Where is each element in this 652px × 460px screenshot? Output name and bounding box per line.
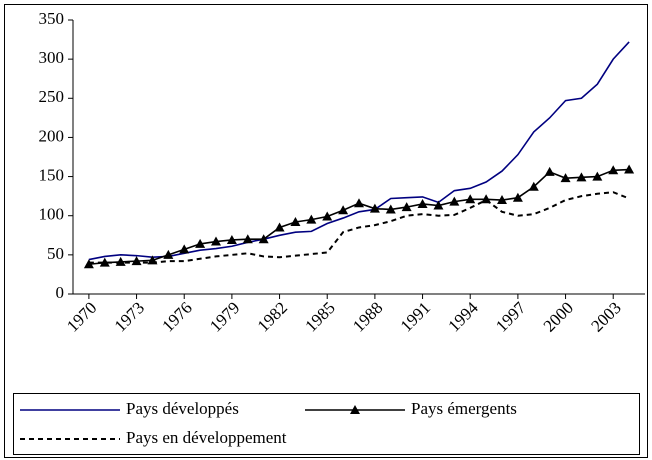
marker [497, 195, 507, 205]
y-tick-label: 0 [56, 283, 65, 302]
x-tick-label: 1973 [111, 298, 148, 335]
x-tick-label: 1991 [397, 298, 434, 335]
marker [512, 192, 523, 202]
marker [608, 165, 619, 175]
legend-marker [350, 405, 360, 414]
marker [242, 234, 253, 244]
marker [338, 205, 349, 215]
y-tick-label: 200 [39, 126, 65, 145]
marker [401, 202, 412, 212]
marker [624, 164, 635, 174]
marker [433, 200, 444, 210]
marker [258, 234, 269, 244]
x-tick-label: 1970 [63, 298, 100, 335]
x-tick-label: 1994 [444, 298, 482, 336]
y-tick-label: 50 [47, 244, 64, 263]
y-tick-label: 300 [39, 48, 65, 67]
marker [576, 172, 587, 182]
y-tick-label: 350 [39, 9, 65, 28]
x-tick-label: 1988 [349, 298, 386, 335]
marker [179, 244, 190, 254]
x-tick-label: 1985 [301, 298, 338, 335]
marker [83, 259, 94, 269]
marker [449, 196, 460, 206]
x-tick-label: 1979 [206, 298, 243, 335]
marker [369, 203, 380, 213]
marker [306, 214, 317, 224]
marker [544, 166, 555, 176]
marker [322, 211, 333, 221]
y-tick-label: 250 [39, 87, 65, 106]
chart-frame [4, 4, 648, 458]
series-line [88, 191, 630, 264]
series-line [88, 168, 630, 266]
marker [163, 249, 174, 259]
x-tick-label: 1997 [492, 298, 530, 336]
x-tick-label: 2003 [587, 298, 624, 335]
legend-label: Pays émergents [411, 399, 517, 418]
legend-label: Pays développés [126, 399, 239, 418]
marker [560, 173, 571, 183]
marker [592, 171, 603, 181]
x-tick-label: 2000 [540, 298, 577, 335]
marker [195, 238, 206, 248]
legend-label: Pays en développement [126, 428, 287, 447]
marker [274, 222, 285, 232]
marker [465, 194, 476, 204]
marker [354, 198, 364, 208]
marker [385, 204, 396, 214]
legend-box [13, 393, 640, 455]
marker [226, 234, 237, 244]
marker [528, 181, 539, 191]
y-tick-label: 150 [39, 165, 65, 184]
y-tick-label: 100 [39, 205, 65, 224]
marker [211, 236, 221, 246]
x-tick-label: 1976 [158, 298, 195, 335]
marker [290, 216, 301, 226]
series-line [88, 41, 630, 261]
marker [99, 257, 110, 267]
x-tick-label: 1982 [254, 298, 291, 335]
marker [417, 198, 428, 208]
